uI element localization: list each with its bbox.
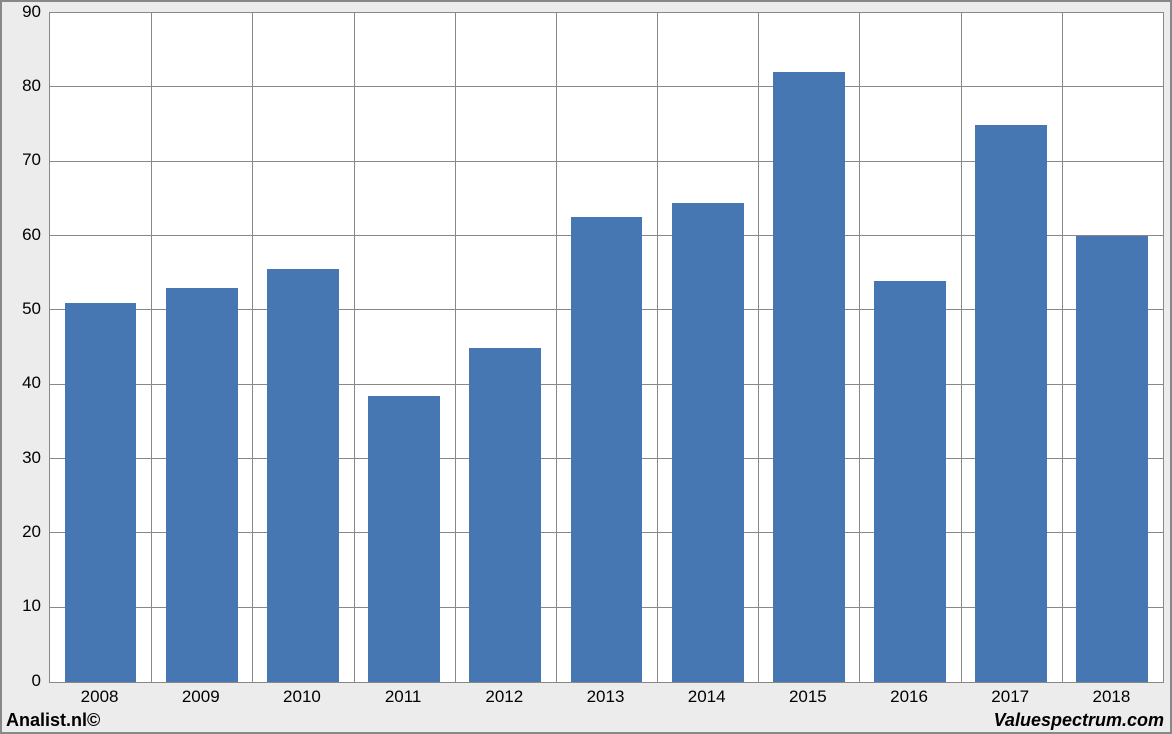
plot-area: [49, 12, 1164, 683]
gridline-vertical: [657, 13, 658, 682]
gridline-vertical: [859, 13, 860, 682]
y-axis-tick-label: 20: [2, 522, 41, 542]
bar-2013: [571, 217, 643, 682]
x-axis-tick-label: 2016: [858, 687, 959, 707]
x-axis-tick-label: 2013: [555, 687, 656, 707]
bar-2016: [874, 281, 946, 682]
bar-2009: [166, 288, 238, 682]
y-axis-tick-label: 50: [2, 299, 41, 319]
x-axis-tick-label: 2014: [656, 687, 757, 707]
bar-2015: [773, 72, 845, 682]
x-axis-tick-label: 2008: [49, 687, 150, 707]
source-label: Valuespectrum.com: [994, 710, 1164, 731]
x-axis-tick-label: 2012: [454, 687, 555, 707]
bar-2008: [65, 303, 137, 682]
y-axis-tick-label: 70: [2, 150, 41, 170]
gridline-vertical: [961, 13, 962, 682]
bar-2017: [975, 125, 1047, 683]
bar-2014: [672, 203, 744, 682]
gridline-vertical: [151, 13, 152, 682]
y-axis-tick-label: 40: [2, 373, 41, 393]
x-axis-tick-label: 2011: [353, 687, 454, 707]
x-axis-tick-label: 2018: [1061, 687, 1162, 707]
gridline-vertical: [252, 13, 253, 682]
y-axis-tick-label: 10: [2, 596, 41, 616]
x-axis-tick-label: 2015: [757, 687, 858, 707]
y-axis-tick-label: 90: [2, 2, 41, 22]
bar-2011: [368, 396, 440, 682]
bar-2010: [267, 269, 339, 682]
gridline-vertical: [354, 13, 355, 682]
gridline-vertical: [455, 13, 456, 682]
bar-2012: [469, 348, 541, 683]
chart-frame: 0 10 20 30 40 50 60 70 80 90 20082009201020112012…: [0, 0, 1172, 734]
y-axis-tick-label: 60: [2, 225, 41, 245]
x-axis-tick-label: 2010: [251, 687, 352, 707]
bar-2018: [1076, 236, 1148, 682]
gridline-vertical: [556, 13, 557, 682]
y-axis-tick-label: 80: [2, 76, 41, 96]
y-axis-tick-label: 0: [2, 671, 41, 691]
y-axis-tick-label: 30: [2, 448, 41, 468]
x-axis-tick-label: 2009: [150, 687, 251, 707]
gridline-vertical: [1062, 13, 1063, 682]
copyright-label: Analist.nl©: [6, 710, 100, 731]
x-axis-tick-label: 2017: [960, 687, 1061, 707]
gridline-horizontal: [50, 86, 1163, 87]
gridline-vertical: [758, 13, 759, 682]
